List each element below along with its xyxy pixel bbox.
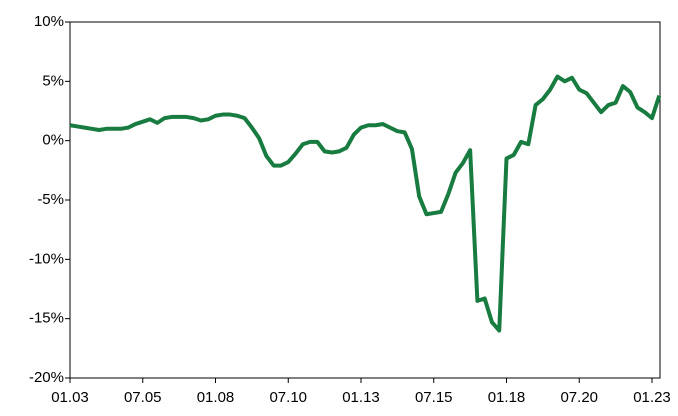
x-tick-label: 01.23 <box>633 389 671 406</box>
x-tick-label: 07.05 <box>124 389 162 406</box>
x-tick-label: 01.13 <box>342 389 380 406</box>
x-tick-label: 01.03 <box>51 389 89 406</box>
plot-frame <box>69 21 661 379</box>
x-tick-label: 07.20 <box>560 389 598 406</box>
x-tick-label: 07.10 <box>269 389 307 406</box>
x-tick-label: 01.18 <box>488 389 526 406</box>
y-tick-label: -15% <box>29 310 64 327</box>
y-tick-label: 0% <box>42 132 64 149</box>
y-tick-label: -5% <box>37 191 64 208</box>
y-tick-label: -20% <box>29 369 64 386</box>
x-tick-label: 07.15 <box>415 389 453 406</box>
y-tick-label: 5% <box>42 72 64 89</box>
x-tick-label: 01.08 <box>197 389 235 406</box>
data-line <box>69 74 662 333</box>
y-tick-label: -10% <box>29 250 64 267</box>
y-tick-label: 10% <box>34 13 64 30</box>
